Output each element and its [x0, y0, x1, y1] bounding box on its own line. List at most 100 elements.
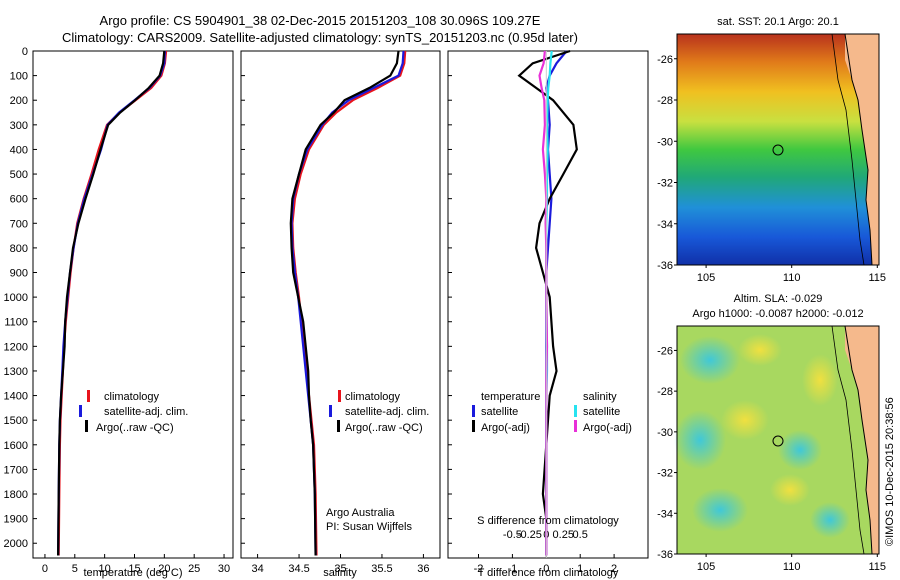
temperature-profiles — [57, 50, 168, 556]
legend-label-argo: Argo(..raw -QC) — [96, 422, 174, 434]
salinity-note-line1: Argo Australia — [326, 507, 395, 519]
difference-legend: temperature salinity satellite satellite… — [472, 391, 632, 434]
legend-header-temperature: temperature — [481, 391, 540, 403]
legend-label-s-satellite: satellite — [583, 406, 620, 418]
depth-tick-label: 1300 — [4, 366, 28, 378]
legend-swatch-satellite — [79, 405, 82, 417]
legend-swatch-climatology — [87, 390, 90, 402]
salinity-profiles — [289, 50, 407, 556]
depth-axis: 0 100 200 300 400 500 600 700 800 900 1000 1100 1200… — [4, 46, 452, 550]
sla-blob — [738, 334, 782, 366]
depth-tick-label: 1500 — [4, 415, 28, 427]
sst-map — [676, 33, 880, 266]
lat-tick-label: -34 — [657, 508, 673, 520]
temperature-xlabel: temperature (deg C) — [83, 567, 182, 579]
depth-tick-label: 700 — [10, 218, 28, 230]
lon-tick-label: 105 — [697, 272, 715, 284]
sst-map-title: sat. SST: 20.1 Argo: 20.1 — [717, 16, 839, 28]
legend-header-salinity: salinity — [583, 391, 617, 403]
x-tick-label: 0 — [543, 563, 549, 575]
salinity-legend: climatology satellite-adj. clim. Argo(..… — [329, 390, 429, 434]
sla-blob — [674, 410, 726, 470]
legend-label-satellite: satellite-adj. clim. — [104, 406, 188, 418]
sla-land — [845, 326, 879, 554]
lat-tick-label: -32 — [657, 178, 673, 190]
depth-tick-label: 400 — [10, 144, 28, 156]
legend-label-t-argo: Argo(-adj) — [481, 422, 530, 434]
sla-blob — [778, 430, 822, 470]
x-tick-label: 30 — [218, 563, 230, 575]
depth-tick-label: 1100 — [4, 317, 28, 329]
imos-credit: ©IMOS 10-Dec-2015 20:38:56 — [884, 397, 896, 546]
series-line-salinity-2 — [289, 50, 400, 556]
legend-swatch-argo — [85, 420, 88, 432]
series-line-temperature-2 — [57, 50, 166, 556]
x-tick-label: 5 — [72, 563, 78, 575]
sst-isobath — [831, 33, 865, 266]
legend-swatch-t-argo — [472, 420, 475, 432]
depth-tick-label: 1900 — [4, 514, 28, 526]
lon-tick-label: 105 — [697, 561, 715, 573]
s-tick-label: 0.25 — [553, 529, 574, 541]
s-tick-label: -0.25 — [517, 529, 542, 541]
x-tick-label: 34 — [251, 563, 263, 575]
lat-tick-label: -28 — [657, 386, 673, 398]
s-tick-label: -0.5 — [503, 529, 522, 541]
depth-tick-label: 200 — [10, 95, 28, 107]
legend-swatch-argo — [337, 420, 340, 432]
legend-label-climatology: climatology — [104, 391, 160, 403]
sla-map — [674, 325, 880, 555]
sla-coastline — [844, 325, 873, 555]
temperature-panel — [32, 50, 234, 559]
legend-label-satellite: satellite-adj. clim. — [345, 406, 429, 418]
sst-land — [845, 34, 879, 265]
sla-float-marker — [772, 435, 784, 447]
chart-title-line1: Argo profile: CS 5904901_38 02-Dec-2015 … — [99, 13, 541, 28]
legend-swatch-s-satellite — [574, 405, 577, 417]
x-tick-label: 0 — [42, 563, 48, 575]
legend-label-climatology: climatology — [345, 391, 401, 403]
legend-label-t-satellite: satellite — [481, 406, 518, 418]
sst-field — [677, 34, 879, 265]
sst-float-marker — [772, 144, 784, 156]
sla-map-title1: Altim. SLA: -0.029 — [734, 293, 823, 305]
depth-tick-label: 1000 — [4, 292, 28, 304]
x-tick-label: 36 — [417, 563, 429, 575]
sla-blob — [721, 400, 769, 440]
sla-blob — [692, 488, 748, 532]
depth-tick-label: 1800 — [4, 489, 28, 501]
x-tick-label: 35 — [334, 563, 346, 575]
difference-xlabel-bottom: T difference from climatology — [478, 567, 619, 579]
lon-tick-label: 115 — [869, 272, 887, 284]
depth-tick-label: 0 — [22, 46, 28, 58]
sla-blob — [770, 474, 810, 506]
lat-tick-label: -34 — [657, 219, 673, 231]
sla-map-frame — [676, 325, 880, 555]
salinity-xlabel: salinity — [323, 567, 357, 579]
x-tick-label: 35.5 — [371, 563, 392, 575]
lat-tick-label: -26 — [657, 54, 673, 66]
sst-lon-axis: 105 110 115 — [697, 265, 886, 284]
x-tick-label: 2 — [611, 563, 617, 575]
difference-xlabel-top: S difference from climatology — [477, 515, 619, 527]
s-tick-label: 0.5 — [573, 529, 588, 541]
depth-tick-label: 1200 — [4, 341, 28, 353]
lat-tick-label: -30 — [657, 136, 673, 148]
sst-map-frame — [676, 33, 880, 266]
x-tick-label: 15 — [128, 563, 140, 575]
temperature-x-axis: 0 5 10 15 20 25 30 — [42, 554, 230, 575]
depth-tick-label: 300 — [10, 120, 28, 132]
chart-title-line2: Climatology: CARS2009. Satellite-adjuste… — [62, 30, 578, 45]
x-tick-label: -1 — [508, 563, 518, 575]
lon-tick-label: 110 — [783, 561, 801, 573]
salinity-x-axis: 34 34.5 35 35.5 36 — [251, 554, 430, 575]
sla-blob — [680, 336, 740, 384]
legend-label-s-argo: Argo(-adj) — [583, 422, 632, 434]
x-tick-label: 20 — [158, 563, 170, 575]
depth-tick-label: 100 — [10, 71, 28, 83]
lat-tick-label: -36 — [657, 549, 673, 561]
sst-lat-axis: -26 -28 -30 -32 -34 -36 — [657, 54, 677, 272]
legend-swatch-satellite — [329, 405, 332, 417]
